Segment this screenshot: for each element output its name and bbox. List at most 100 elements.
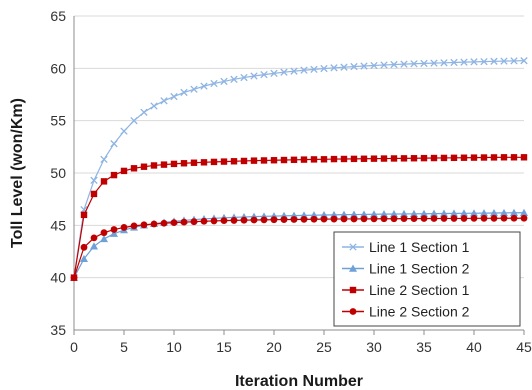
x-tick-label: 40	[466, 339, 482, 355]
data-point	[400, 155, 408, 162]
data-point	[380, 61, 388, 69]
data-point	[310, 65, 318, 74]
data-point	[110, 229, 118, 237]
data-point	[200, 159, 208, 166]
x-tick-label: 25	[316, 339, 332, 355]
data-point	[460, 58, 468, 66]
data-point	[510, 57, 518, 65]
data-point	[460, 154, 468, 161]
data-point	[450, 58, 458, 67]
data-point	[520, 154, 528, 161]
legend-item: Line 1 Section 2	[342, 261, 470, 277]
x-tick-label: 0	[70, 339, 78, 355]
x-axis-title: Iteration Number	[235, 373, 363, 390]
y-tick-label: 45	[50, 217, 66, 233]
data-point	[100, 229, 108, 237]
data-point	[250, 72, 258, 80]
data-point	[210, 217, 218, 225]
data-point	[230, 217, 238, 224]
data-point	[280, 156, 288, 164]
data-point	[470, 209, 478, 217]
data-point	[190, 85, 198, 93]
series-line	[73, 60, 525, 278]
legend: Line 1 Section 1 Line 1 Section 2 Line 2 S…	[333, 231, 521, 327]
data-point	[260, 157, 268, 164]
data-point	[270, 157, 278, 164]
data-point	[520, 57, 528, 65]
data-point	[200, 82, 208, 90]
y-tick-label: 50	[50, 165, 66, 181]
data-point	[480, 209, 488, 217]
data-point	[330, 215, 338, 223]
data-point	[340, 215, 348, 223]
data-point	[280, 68, 288, 76]
data-point	[400, 215, 408, 223]
data-point	[280, 216, 288, 223]
data-point	[400, 209, 408, 218]
data-point	[300, 215, 308, 223]
data-point	[370, 155, 378, 162]
data-point	[410, 215, 418, 223]
data-point	[130, 222, 138, 230]
data-point	[320, 210, 328, 219]
data-point	[330, 64, 338, 72]
data-point	[110, 226, 118, 233]
data-point	[390, 210, 398, 218]
data-point	[350, 210, 358, 218]
data-point	[130, 117, 138, 125]
data-point	[390, 60, 398, 69]
data-point	[80, 211, 88, 219]
data-point	[430, 154, 438, 162]
data-point	[490, 154, 498, 161]
data-point	[140, 221, 148, 229]
data-point	[170, 219, 178, 227]
data-point	[190, 218, 198, 226]
gridlines	[74, 15, 524, 331]
legend-item: Line 1 Section 1	[342, 239, 470, 255]
data-point	[510, 154, 518, 161]
x-tick-label: 45	[516, 339, 532, 355]
data-point	[260, 70, 268, 79]
data-point	[80, 254, 88, 263]
data-point	[340, 63, 348, 71]
data-point	[210, 79, 218, 88]
data-point	[120, 224, 128, 231]
data-point	[160, 161, 168, 168]
data-point	[490, 57, 498, 65]
data-point	[290, 156, 298, 164]
data-point	[390, 215, 398, 223]
data-point	[240, 157, 248, 165]
data-point	[170, 92, 178, 101]
data-point	[330, 210, 338, 219]
data-point	[140, 108, 148, 116]
legend-item: Line 2 Section 1	[342, 282, 470, 298]
y-tick-label: 35	[50, 322, 66, 338]
data-point	[420, 59, 428, 68]
data-point	[360, 215, 368, 223]
data-point	[320, 156, 328, 163]
data-point	[440, 154, 448, 162]
data-point	[260, 216, 268, 224]
data-point	[250, 157, 258, 164]
data-point	[400, 60, 408, 68]
data-point	[480, 57, 488, 66]
data-point	[240, 73, 248, 82]
x-tick-label: 10	[166, 339, 182, 355]
data-point	[320, 215, 328, 223]
legend-swatch-marker	[349, 243, 357, 251]
data-point	[210, 158, 218, 166]
data-point	[340, 155, 348, 163]
data-point	[270, 216, 278, 224]
data-point	[380, 215, 388, 223]
series	[70, 57, 528, 282]
data-point	[360, 155, 368, 162]
data-point	[270, 69, 278, 78]
y-tick-label: 65	[50, 8, 66, 24]
data-point	[370, 210, 378, 218]
data-point	[140, 163, 148, 170]
data-point	[420, 154, 428, 162]
data-point	[350, 62, 358, 71]
data-point	[410, 209, 418, 218]
